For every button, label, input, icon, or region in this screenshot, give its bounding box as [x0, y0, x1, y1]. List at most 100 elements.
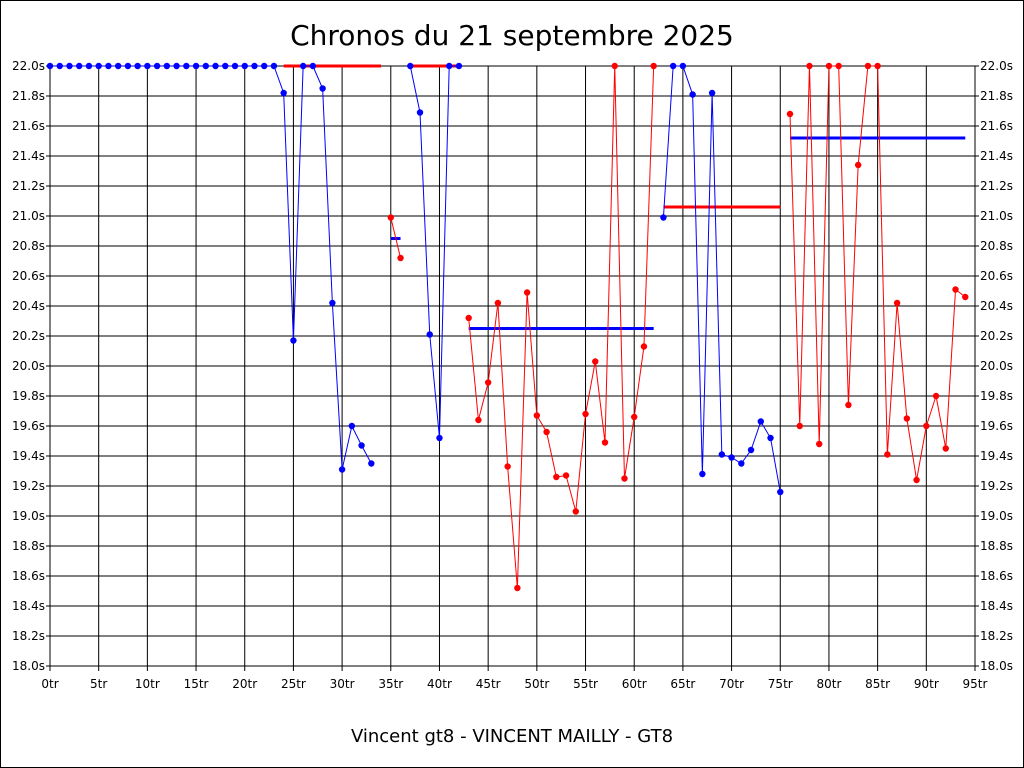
y-tick-label: 18.4s [980, 599, 1013, 613]
data-point [962, 293, 969, 301]
data-point [689, 91, 696, 98]
y-tick-label: 19.6s [980, 419, 1013, 433]
data-point [757, 418, 764, 425]
y-tick-label: 19.0s [12, 509, 45, 523]
x-tick-label: 30tr [330, 677, 355, 691]
y-axis-right: 18.0s 18.2s 18.4s 18.6s 18.8s 19.0s 19.2s 19.4s… [975, 59, 1013, 673]
data-point [543, 428, 550, 436]
data-point [893, 299, 901, 307]
data-point [592, 358, 599, 365]
x-tick-label: 90tr [914, 677, 939, 691]
data-point [825, 62, 833, 70]
data-point [708, 89, 716, 97]
x-tick-label: 40tr [427, 677, 452, 691]
data-point [251, 62, 258, 70]
x-tick-label: 15tr [184, 677, 209, 691]
data-point [952, 286, 959, 293]
y-tick-label: 20.6s [12, 269, 45, 283]
data-point [611, 62, 618, 70]
data-point [105, 62, 112, 70]
data-point [76, 62, 83, 70]
y-tick-label: 18.8s [980, 539, 1013, 553]
series-group [46, 62, 969, 592]
data-point [903, 415, 911, 422]
series-segment-blue [46, 62, 375, 473]
y-tick-label: 22.0s [12, 59, 45, 73]
y-tick-label: 21.4s [12, 149, 45, 163]
y-tick-label: 22.0s [980, 59, 1013, 73]
x-tick-label: 55tr [573, 677, 598, 691]
y-tick-label: 20.0s [980, 359, 1013, 373]
x-tick-label: 95tr [963, 677, 988, 691]
y-tick-label: 20.4s [12, 299, 45, 313]
data-point [699, 470, 706, 478]
y-tick-label: 18.8s [12, 539, 45, 553]
data-point [523, 289, 531, 296]
data-point [85, 62, 93, 70]
data-point [562, 472, 570, 479]
data-point [777, 488, 784, 496]
data-point [650, 62, 657, 70]
y-axis-left: 18.0s 18.2s 18.4s 18.6s 18.8s 19.0s 19.2s 19.4s… [12, 59, 50, 673]
data-point [601, 439, 609, 446]
y-tick-label: 19.4s [12, 449, 45, 463]
data-point [231, 62, 239, 70]
data-point [718, 451, 726, 458]
y-tick-label: 18.2s [980, 629, 1013, 643]
data-point [786, 110, 794, 118]
series-line-blue [50, 65, 372, 470]
data-point [222, 62, 229, 70]
series-line-red [468, 65, 655, 589]
data-point [582, 410, 589, 418]
data-point [660, 214, 667, 221]
y-tick-label: 20.2s [980, 329, 1013, 343]
data-point [114, 62, 122, 70]
data-point [874, 62, 881, 70]
data-point [144, 62, 151, 70]
data-point [261, 62, 268, 70]
x-tick-label: 35tr [378, 677, 403, 691]
data-point [183, 62, 190, 70]
x-tick-label: 80tr [816, 677, 841, 691]
data-point [494, 299, 502, 307]
data-point [446, 62, 453, 70]
y-tick-label: 21.0s [980, 209, 1013, 223]
data-point [484, 379, 492, 386]
data-point [212, 62, 219, 70]
data-point [767, 434, 774, 442]
data-point [280, 89, 287, 97]
y-tick-label: 18.0s [12, 659, 45, 673]
y-tick-label: 19.2s [12, 479, 45, 493]
x-tick-label: 10tr [135, 677, 160, 691]
y-tick-label: 20.8s [980, 239, 1013, 253]
data-point [124, 62, 132, 70]
y-tick-label: 21.4s [980, 149, 1013, 163]
data-point [309, 62, 317, 70]
y-tick-label: 21.2s [12, 179, 45, 193]
y-tick-label: 18.6s [12, 569, 45, 583]
data-point [864, 62, 872, 70]
data-point [816, 440, 823, 448]
data-point [241, 62, 248, 70]
y-tick-label: 19.2s [980, 479, 1013, 493]
data-point [153, 62, 161, 70]
data-point [46, 62, 54, 70]
y-tick-label: 21.6s [980, 119, 1013, 133]
data-point [465, 314, 472, 322]
y-tick-label: 20.4s [980, 299, 1013, 313]
data-point [631, 413, 638, 421]
data-point [913, 476, 920, 484]
data-point [845, 401, 852, 409]
y-tick-label: 20.0s [12, 359, 45, 373]
y-tick-label: 20.8s [12, 239, 45, 253]
data-point [416, 109, 424, 116]
y-tick-label: 19.6s [12, 419, 45, 433]
data-point [923, 422, 930, 430]
series-segment-red [387, 214, 404, 262]
data-point [368, 460, 375, 467]
data-point [572, 508, 579, 515]
data-point [66, 62, 73, 70]
x-tick-label: 5tr [90, 677, 107, 691]
data-point [504, 463, 511, 470]
